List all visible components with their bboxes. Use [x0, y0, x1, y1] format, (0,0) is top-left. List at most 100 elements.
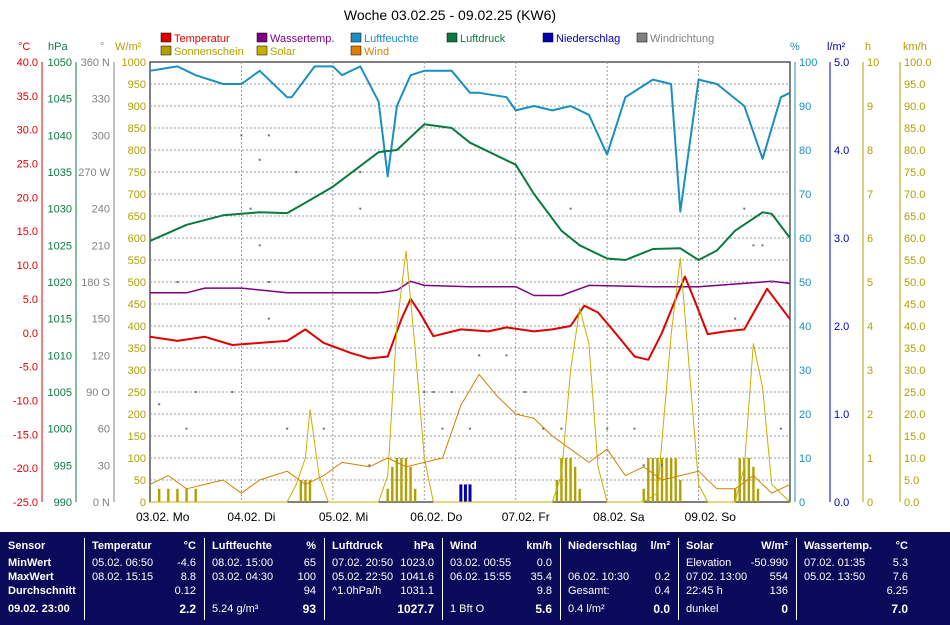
x-axis-labels: 03.02. Mo 04.02. Di 05.02. Mi 06.02. Do 07.0…	[136, 510, 736, 524]
stats-col-header: Wassertemp.	[804, 540, 873, 552]
legend-swatch-sonnenschein	[160, 45, 172, 56]
tick-label-solar: 650	[128, 211, 146, 223]
precipitation-bar	[459, 484, 463, 502]
tick-label-hum: 90	[799, 101, 811, 113]
tick-label-solar: 350	[128, 343, 146, 355]
stats-col-temperatur: Temperatur °C 05.02. 06:50 -4.6 08.02. 15:15…	[84, 532, 202, 625]
unit-dir: °	[100, 41, 104, 53]
tick-label-solar: 950	[128, 79, 146, 91]
wind-direction-point	[560, 427, 563, 430]
tick-label-rain: 1.0	[834, 409, 849, 421]
wind-direction-point	[423, 391, 426, 393]
tick-label-press: 1025	[48, 240, 72, 252]
stats-col-unit: l/m²	[650, 540, 670, 552]
wind-direction-point	[359, 207, 362, 210]
stats-row: dunkel 0	[686, 602, 788, 616]
sunshine-bar	[176, 488, 179, 502]
tick-label-sun: 4	[867, 321, 873, 333]
sunshine-bar	[642, 488, 645, 502]
series-line-luftfeuchte	[149, 65, 791, 213]
tick-label-solar: 400	[128, 321, 146, 333]
series-line-wind	[149, 373, 791, 494]
tick-label-press: 1005	[48, 387, 72, 399]
precipitation-bar	[463, 484, 467, 502]
sunshine-bar	[578, 488, 581, 502]
stats-cell-label: 0.4 l/m²	[568, 603, 605, 615]
wind-direction-point	[322, 427, 325, 430]
tick-label-dir: 30	[98, 460, 110, 472]
stats-cell-value: 1031.1	[400, 585, 434, 597]
sunshine-bar	[409, 466, 412, 502]
stats-row: 06.02. 10:30 0.2	[568, 570, 670, 584]
wind-direction-point	[761, 244, 764, 247]
stats-row: 0.4 l/m² 0.0	[568, 602, 670, 616]
stats-cell-value: 93	[302, 602, 316, 616]
tick-label-press: 1050	[48, 57, 72, 69]
tick-label-dir: 360 N	[81, 57, 110, 69]
tick-label-temp: 40.0	[17, 57, 38, 69]
tick-label-wind: 0.0	[904, 497, 919, 509]
wind-direction-point	[258, 158, 261, 161]
stats-col-wind: Wind km/h 03.02. 00:55 0.0 06.02. 15:55 35.4 9…	[442, 532, 558, 625]
unit-press: hPa	[48, 41, 68, 53]
stats-cell-value: 1041.6	[400, 571, 434, 583]
wind-direction-point	[295, 171, 298, 173]
tick-label-dir: 330	[92, 94, 110, 106]
legend-swatch-niederschlag	[542, 32, 554, 43]
tick-label-sun: 5	[867, 277, 873, 289]
tick-label-wind: 40.0	[904, 321, 925, 333]
unit-solar: W/m²	[115, 41, 142, 53]
wind-direction-point	[441, 427, 444, 430]
stats-cell-value: 0	[781, 602, 788, 616]
stats-cell-label: 07.02. 20:50	[332, 557, 394, 569]
legend: Temperatur Wassertemp. Luftfeuchte Luftd…	[160, 32, 714, 58]
stats-date: 09.02. 23:00	[8, 603, 70, 615]
stats-row: Gesamt: 0.4	[568, 584, 670, 598]
tick-label-wind: 45.0	[904, 299, 925, 311]
sunshine-bar	[555, 480, 559, 502]
tick-label-press: 1000	[48, 424, 72, 436]
legend-swatch-solar	[256, 45, 268, 56]
x-tick-label: 09.02. So	[685, 510, 737, 524]
tick-label-rain: 0.0	[834, 497, 849, 509]
stats-col-separator	[204, 538, 205, 620]
tick-label-wind: 10.0	[904, 453, 925, 465]
wind-direction-point	[158, 403, 161, 406]
tick-label-dir: 90 O	[86, 387, 110, 399]
stats-row: 9.8	[450, 584, 552, 598]
tick-label-temp: 0.0	[23, 328, 38, 340]
tick-label-temp: 35.0	[17, 91, 38, 103]
tick-label-dir: 270 W	[78, 167, 110, 179]
wind-direction-point	[606, 427, 609, 430]
wind-direction-point	[523, 391, 526, 393]
stats-row-label: MinWert	[6, 556, 78, 570]
legend-swatch-luftdruck	[446, 32, 458, 43]
tick-label-hum: 50	[799, 277, 811, 289]
sunshine-bar	[651, 458, 655, 502]
stats-col-header: Solar	[686, 540, 714, 552]
unit-sun: h	[865, 41, 871, 53]
tick-label-wind: 25.0	[904, 387, 925, 399]
stats-row: 08.02. 15:15 8.8	[92, 570, 196, 584]
tick-label-wind: 20.0	[904, 409, 925, 421]
wind-direction-point	[469, 427, 471, 430]
stats-cell-value: 7.6	[892, 571, 908, 583]
tick-label-solar: 850	[128, 123, 146, 135]
tick-label-hum: 100	[799, 57, 817, 69]
tick-label-temp: 5.0	[23, 294, 38, 306]
stats-row: 08.02. 15:00 65	[212, 556, 316, 570]
tick-label-sun: 0	[867, 497, 873, 509]
stats-cell-label: 03.02. 00:55	[450, 557, 512, 569]
tick-label-temp: 10.0	[17, 260, 38, 272]
sunshine-bar	[404, 458, 408, 502]
unit-rain: l/m²	[827, 41, 846, 53]
tick-label-wind: 30.0	[904, 365, 925, 377]
tick-label-temp: -25.0	[13, 497, 38, 509]
series-line-solar	[150, 250, 791, 503]
tick-label-rain: 5.0	[834, 57, 849, 69]
tick-label-hum: 30	[799, 365, 811, 377]
wind-direction-point	[286, 427, 289, 430]
stats-col-niederschlag: Niederschlag l/m² 06.02. 10:30 0.2 Gesamt: 0.…	[560, 532, 676, 625]
legend-label-temperatur: Temperatur	[174, 33, 230, 45]
legend-swatch-wind	[350, 45, 362, 56]
